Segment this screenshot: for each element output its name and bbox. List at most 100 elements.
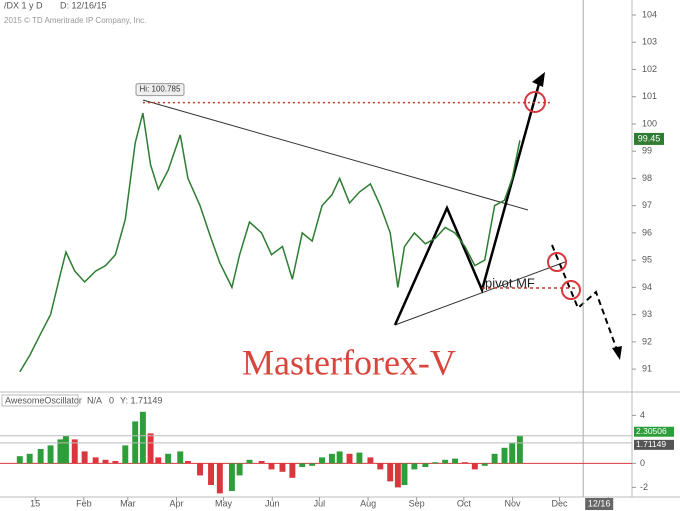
- arrowhead: [612, 346, 622, 360]
- y-tick-label: 94: [642, 282, 652, 292]
- x-tick-label: 15: [30, 498, 40, 508]
- y-tick-label: 95: [642, 255, 652, 265]
- oscillator-bar: [81, 451, 88, 464]
- oscillator-bar: [26, 453, 33, 464]
- circle: [561, 280, 581, 300]
- oscillator-bar: [377, 463, 384, 470]
- trendline: [394, 261, 566, 326]
- arrowhead: [532, 72, 545, 87]
- oscillator-bar: [37, 449, 44, 464]
- x-tick-label: Jul: [314, 498, 326, 508]
- y-tick-label: 91: [642, 363, 652, 373]
- oscillator-bar: [102, 459, 109, 464]
- oscillator-bar: [258, 461, 265, 464]
- oscillator-bar: [394, 463, 401, 488]
- x-tick-label: Feb: [76, 498, 92, 508]
- oscillator-bar: [216, 463, 223, 494]
- y-tick-label: 0: [640, 458, 645, 468]
- oscillator-bar: [319, 457, 326, 464]
- x-tick-label: Sep: [409, 498, 425, 508]
- y-tick-label: 103: [642, 37, 657, 47]
- oscillator-bar: [481, 463, 488, 466]
- circle: [524, 91, 546, 113]
- y-tick-label: 96: [642, 227, 652, 237]
- oscillator-bar: [501, 447, 508, 464]
- oscillator-bar: [309, 463, 316, 466]
- x-tick-label: Nov: [505, 498, 522, 508]
- high-box: [135, 83, 185, 97]
- oscillator-bar: [62, 435, 69, 464]
- oscillator-bar: [184, 461, 191, 464]
- trendline: [142, 99, 529, 211]
- y-tick-label: 98: [642, 173, 652, 183]
- x-tick-label: Apr: [170, 498, 184, 508]
- y-tick-label: 100: [642, 118, 657, 128]
- oscillator-bar: [432, 462, 439, 464]
- cursor-box: [585, 498, 614, 510]
- value-tag: [634, 439, 674, 450]
- oscillator-bar: [268, 463, 275, 470]
- oscillator-bar: [71, 439, 78, 464]
- y-tick-label: -2: [640, 482, 648, 492]
- oscillator-bar: [509, 443, 516, 464]
- oscillator-bar: [356, 452, 363, 464]
- y-tick-label: 104: [642, 9, 657, 19]
- oscillator-bar: [461, 462, 468, 464]
- x-tick-label: May: [215, 498, 233, 508]
- oscillator-bar: [452, 458, 459, 464]
- oscillator-bar: [411, 463, 418, 470]
- y-tick-label: 4: [640, 410, 645, 420]
- indicator-status: N/A: [87, 395, 102, 405]
- oscillator-bar: [197, 463, 204, 476]
- oscillator-bar: [92, 457, 99, 464]
- oscillator-bar: [246, 459, 253, 464]
- oscillator-bar: [177, 451, 184, 464]
- y-tick-label: 93: [642, 309, 652, 319]
- oscillator-bar: [289, 463, 296, 478]
- oscillator-bar: [299, 463, 306, 467]
- oscillator-bar: [57, 439, 64, 464]
- y-tick-label: 97: [642, 200, 652, 210]
- high-label: Hi: 100.785: [140, 85, 181, 94]
- last-price-tag: [634, 132, 664, 145]
- indicator-name-box: [1, 394, 79, 407]
- date: D: 12/16/15: [60, 0, 107, 10]
- oscillator-bar: [471, 463, 478, 470]
- pivot-label: pivot MF: [485, 275, 535, 290]
- x-tick-label: Oct: [457, 498, 472, 508]
- copyright: 2015 © TD Ameritrade IP Company, Inc.: [4, 16, 146, 25]
- oscillator-bar: [346, 453, 353, 464]
- brand: Masterforex-V: [242, 342, 456, 382]
- oscillator-bar: [516, 435, 523, 464]
- x-tick-label: Aug: [360, 498, 376, 508]
- oscillator-bar: [442, 459, 449, 464]
- indicator-readout: Y: 1.71149: [120, 395, 162, 405]
- oscillator-bar: [422, 463, 429, 467]
- indicator-param: 0: [109, 395, 114, 405]
- value-tag-label: 1.71149: [636, 439, 666, 449]
- oscillator-bar: [328, 453, 335, 464]
- symbol: /DX 1 y D: [4, 0, 43, 10]
- y-tick-label: 101: [642, 91, 657, 101]
- y-tick-label: 92: [642, 336, 652, 346]
- oscillator-bar: [367, 457, 374, 464]
- x-tick-label: Jun: [265, 498, 280, 508]
- oscillator-bar: [112, 461, 119, 464]
- value-tag: [634, 426, 674, 437]
- circle: [547, 252, 567, 272]
- price-line: [19, 112, 521, 373]
- oscillator-bar: [236, 463, 243, 476]
- indicator-name: AwesomeOscillator: [5, 395, 82, 405]
- oscillator-bar: [147, 433, 154, 464]
- oscillator-bar: [165, 453, 172, 464]
- oscillator-bar: [122, 445, 129, 464]
- oscillator-bar: [208, 463, 215, 485]
- oscillator-bar: [16, 456, 23, 464]
- oscillator-bar: [387, 463, 394, 482]
- last-price-label: 99.45: [638, 133, 661, 143]
- oscillator-bar: [401, 463, 408, 485]
- oscillator-bar: [47, 445, 54, 464]
- oscillator-bar: [228, 463, 235, 491]
